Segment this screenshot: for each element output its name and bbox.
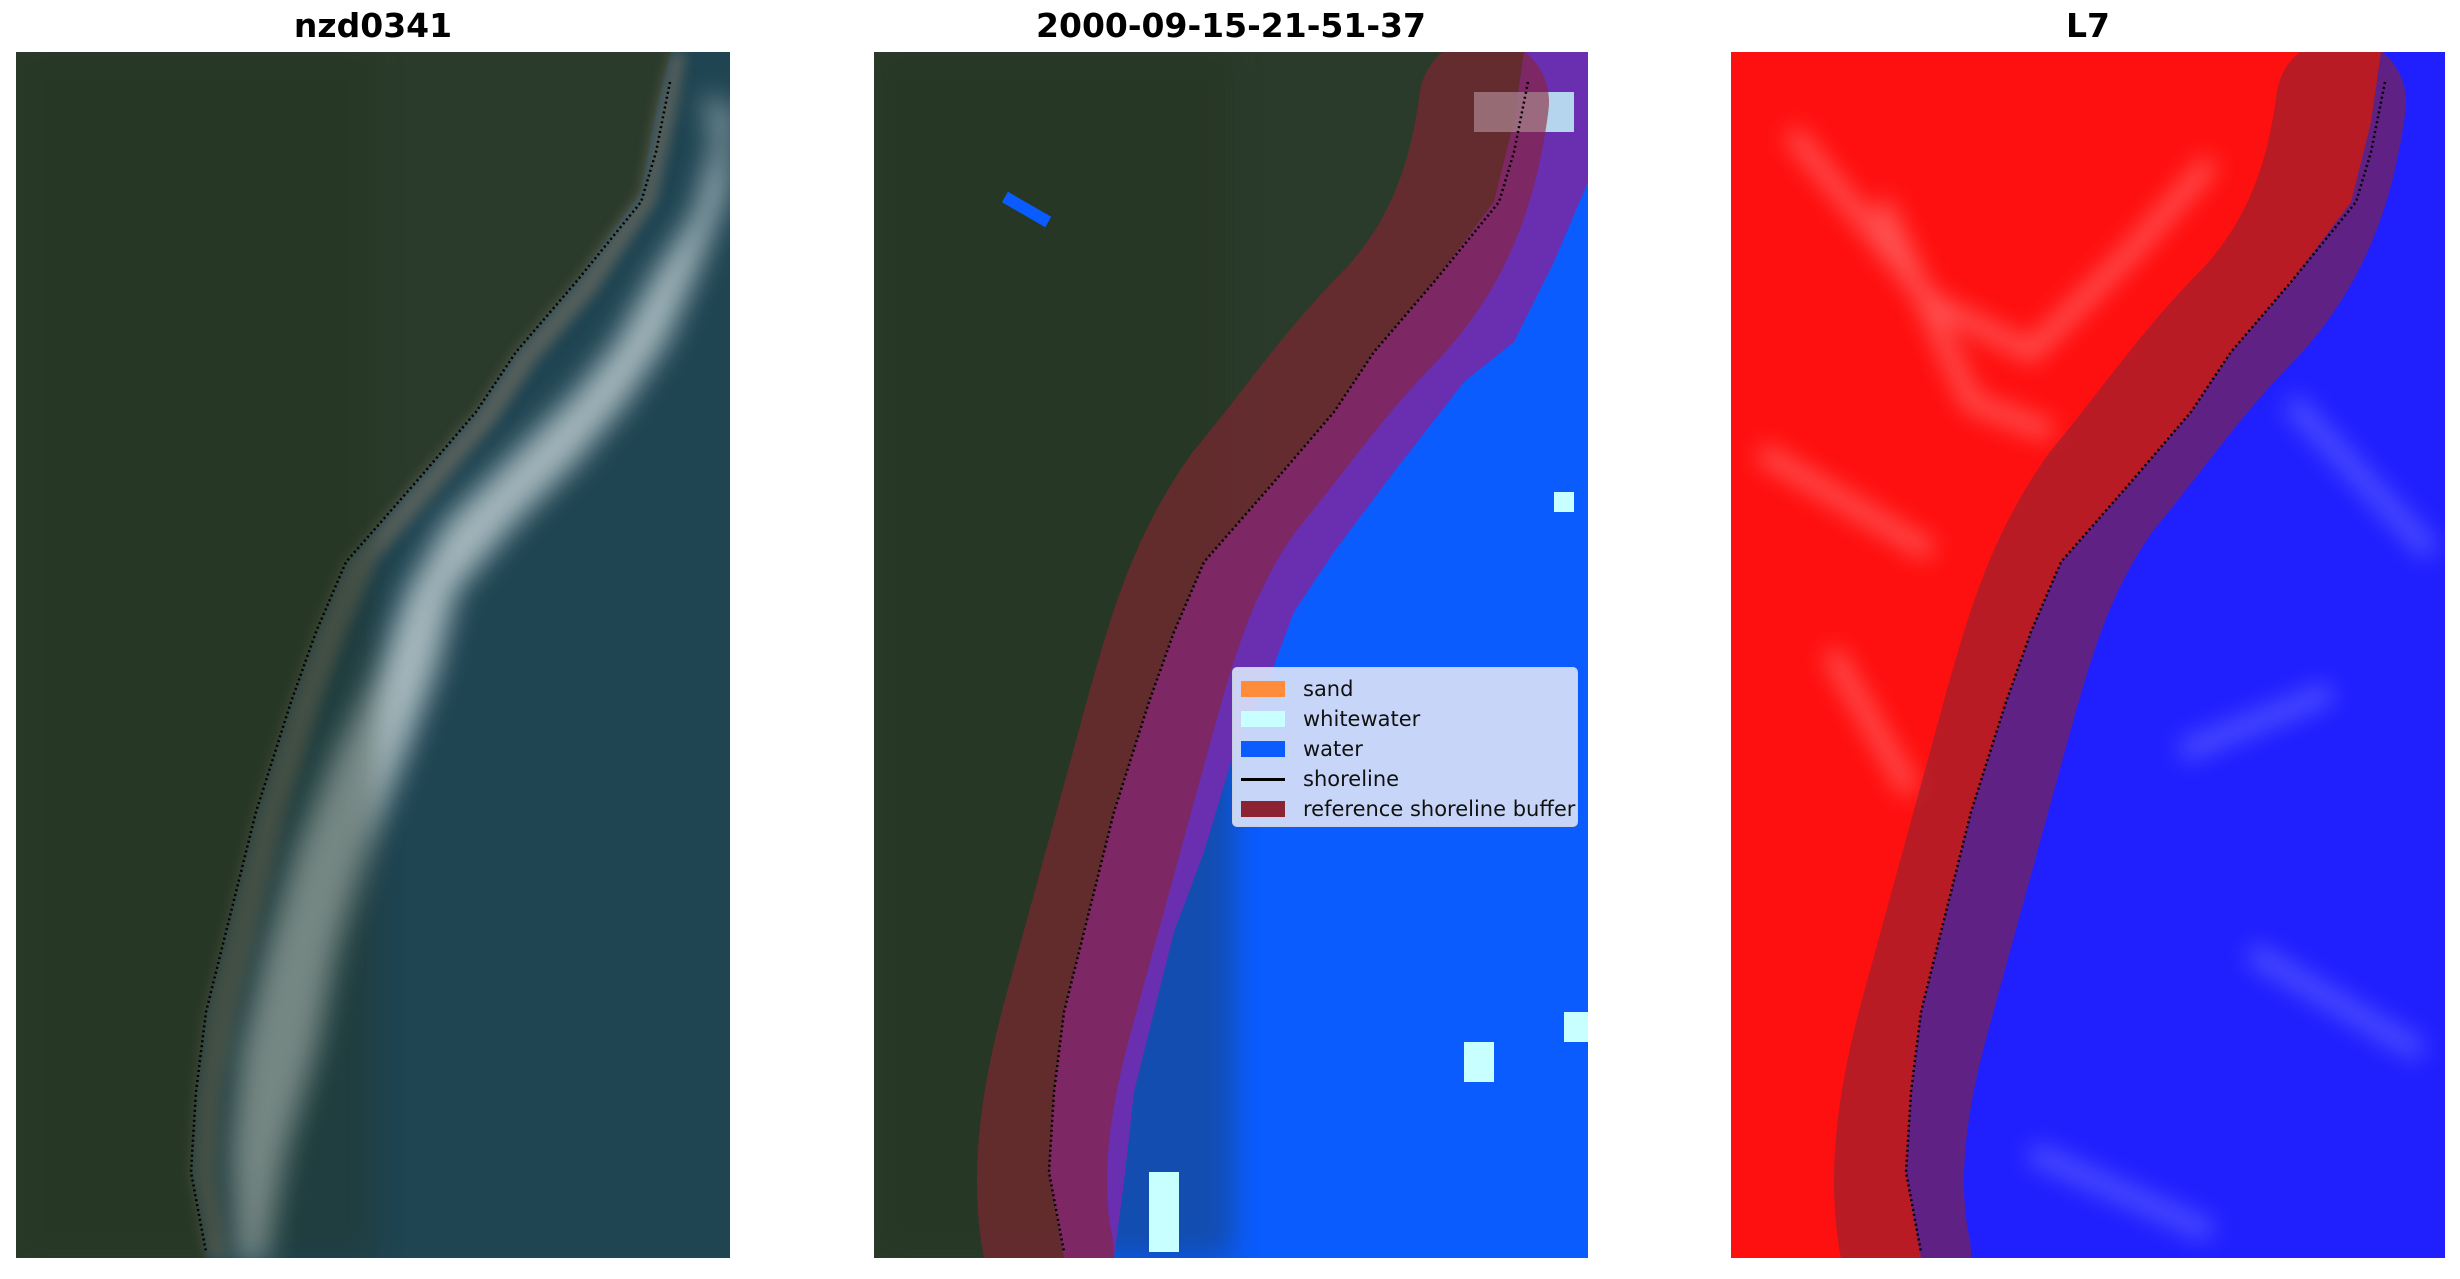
whitewater-patch bbox=[1564, 1012, 1588, 1042]
legend-swatch-water bbox=[1241, 741, 1285, 757]
index-panel bbox=[1731, 52, 2445, 1258]
surf-class-zone bbox=[1049, 52, 1588, 1258]
panel-title-rgb: nzd0341 bbox=[293, 6, 453, 45]
legend-swatch-whitewater bbox=[1241, 711, 1285, 727]
vegetation-shade bbox=[16, 52, 376, 1258]
legend-label: whitewater bbox=[1303, 707, 1421, 731]
legend-swatch-sand bbox=[1241, 681, 1285, 697]
legend-item-shoreline: shoreline bbox=[1241, 764, 1569, 794]
water-patch bbox=[1001, 191, 1052, 228]
panel-title-index: L7 bbox=[2066, 6, 2110, 45]
legend-label: reference shoreline buffer bbox=[1303, 797, 1576, 821]
surf-zone bbox=[231, 92, 730, 1258]
rgb-image-panel bbox=[16, 52, 730, 1258]
reference-shoreline-buffer bbox=[976, 52, 1549, 1258]
legend-label: shoreline bbox=[1303, 767, 1400, 791]
legend: sand whitewater water shoreline referenc… bbox=[1232, 667, 1578, 827]
legend-item-buffer: reference shoreline buffer bbox=[1241, 794, 1575, 824]
land-texture bbox=[1756, 126, 2218, 797]
water-texture bbox=[2026, 395, 2439, 1242]
panel-title-classification: 2000-09-15-21-51-37 bbox=[1036, 6, 1426, 45]
legend-swatch-buffer bbox=[1241, 801, 1285, 817]
legend-item-whitewater: whitewater bbox=[1241, 704, 1569, 734]
shoreline-index bbox=[1904, 81, 2387, 1253]
shoreline-class bbox=[1047, 81, 1530, 1253]
legend-item-water: water bbox=[1241, 734, 1569, 764]
legend-item-sand: sand bbox=[1241, 674, 1569, 704]
legend-swatch-shoreline bbox=[1241, 777, 1285, 781]
legend-label: water bbox=[1303, 737, 1363, 761]
classification-panel bbox=[874, 52, 1588, 1258]
whitewater-patch bbox=[1149, 1172, 1179, 1252]
legend-label: sand bbox=[1303, 677, 1354, 701]
whitewater-patch bbox=[1554, 492, 1574, 512]
shoreline-rgb bbox=[189, 81, 672, 1253]
reference-shoreline-buffer bbox=[1833, 52, 2406, 1258]
whitewater-patch bbox=[1464, 1042, 1494, 1082]
